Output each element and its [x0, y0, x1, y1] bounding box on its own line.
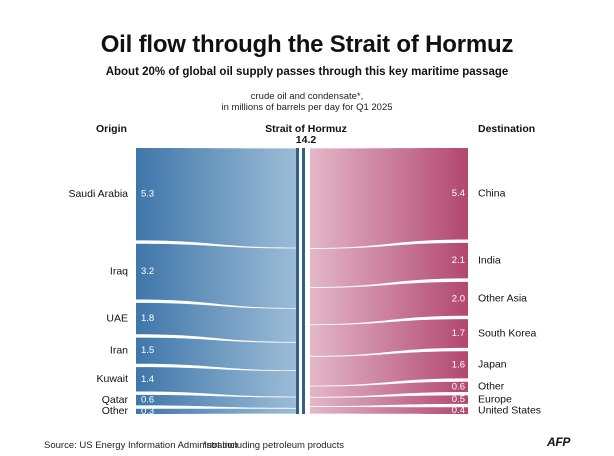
destination-value-south-korea: 1.7 — [452, 328, 465, 339]
destination-value-japan: 1.6 — [452, 359, 465, 370]
origin-value-iran: 1.5 — [141, 345, 154, 356]
origin-flow-qatar — [136, 394, 296, 408]
source-note: Source: US Energy Information Administra… — [44, 440, 238, 451]
origin-label-saudi-arabia: Saudi Arabia — [68, 188, 128, 200]
destination-value-india: 2.1 — [452, 255, 465, 266]
destination-label-south-korea: South Korea — [478, 327, 537, 339]
origin-flow-uae — [136, 302, 296, 342]
origin-value-iraq: 3.2 — [141, 266, 154, 277]
destination-label-europe: Europe — [478, 393, 512, 405]
origin-flow-other — [136, 408, 296, 414]
destination-label-japan: Japan — [478, 359, 507, 371]
destination-value-china: 5.4 — [452, 188, 465, 199]
destination-label-other: Other — [478, 381, 505, 393]
strait-divider-right — [302, 148, 305, 414]
origin-flow-iran — [136, 337, 296, 371]
strait-header: Strait of Hormuz — [265, 123, 347, 135]
destination-flow-united-states — [310, 406, 468, 414]
destination-value-other-asia: 2.0 — [452, 293, 465, 304]
origin-flow-iraq — [136, 243, 296, 308]
origin-flow-saudi-arabia — [136, 148, 296, 248]
destination-value-united-states: 0.4 — [452, 405, 465, 416]
origin-value-other: 0.3 — [141, 406, 154, 417]
origin-label-kuwait: Kuwait — [96, 373, 128, 385]
origin-label-qatar: Qatar — [102, 394, 129, 406]
origin-label-uae: UAE — [106, 312, 128, 324]
origin-value-qatar: 0.6 — [141, 395, 154, 406]
destination-label-china: China — [478, 188, 506, 200]
destination-flow-other-asia — [310, 281, 468, 325]
units-note-line2: in millions of barrels per day for Q1 20… — [221, 102, 393, 113]
origin-label-other: Other — [102, 405, 129, 417]
origin-value-kuwait: 1.4 — [141, 374, 154, 385]
chart-subtitle: About 20% of global oil supply passes th… — [105, 66, 509, 78]
origin-value-saudi-arabia: 5.3 — [141, 189, 154, 200]
destination-value-europe: 0.5 — [452, 394, 465, 405]
origin-label-iran: Iran — [110, 344, 128, 356]
strait-divider-left — [296, 148, 299, 414]
footnote: *not including petroleum products — [203, 440, 345, 451]
destination-flow-india — [310, 242, 468, 288]
destination-flow-other — [310, 381, 468, 397]
origin-value-uae: 1.8 — [141, 313, 154, 324]
destination-flow-japan — [310, 351, 468, 386]
destination-flow-south-korea — [310, 319, 468, 356]
destination-flow-europe — [310, 395, 468, 407]
destination-label-other-asia: Other Asia — [478, 293, 527, 305]
units-note-line1: crude oil and condensate*, — [250, 91, 364, 102]
strait-total: 14.2 — [295, 134, 317, 146]
origin-flow-kuwait — [136, 367, 296, 397]
destination-header: Destination — [478, 123, 536, 135]
destination-flow-china — [310, 148, 468, 249]
chart-title: Oil flow through the Strait of Hormuz — [100, 31, 514, 58]
afp-logo: AFP — [547, 435, 571, 449]
origin-label-iraq: Iraq — [110, 265, 128, 277]
destination-value-other: 0.6 — [452, 381, 465, 392]
destination-label-united-states: United States — [478, 404, 541, 416]
origin-header: Origin — [96, 123, 127, 135]
destination-label-india: India — [478, 254, 501, 266]
